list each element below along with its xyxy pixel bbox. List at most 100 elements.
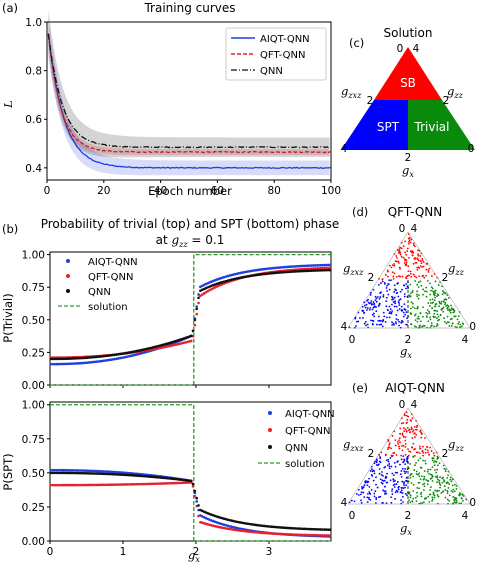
phase-point <box>413 307 416 310</box>
phase-point <box>431 496 434 499</box>
phase-point <box>382 474 384 477</box>
phase-point <box>409 272 412 275</box>
chart-c-title: Solution <box>384 26 433 40</box>
b-point-qft-qnn <box>149 482 153 486</box>
b-ytick-label: 0.75 <box>22 434 45 446</box>
chart-d-title: QFT-QNN <box>388 205 443 219</box>
phase-point <box>434 316 436 318</box>
b-point-qft-qnn <box>78 483 82 487</box>
phase-point <box>375 323 378 326</box>
phase-point <box>408 450 411 453</box>
b-point-qnn <box>315 528 319 531</box>
c-tick-bottom-right: 0 <box>468 143 475 155</box>
b-point-qnn <box>303 269 306 273</box>
b-point-qnn <box>69 471 73 475</box>
phase-point <box>442 300 445 303</box>
phase-point <box>410 301 413 304</box>
phase-point <box>427 451 430 454</box>
b-point-qnn <box>301 527 304 531</box>
phase-point <box>405 457 408 460</box>
phase-point <box>383 315 386 318</box>
phase-point <box>398 447 401 450</box>
phase-point <box>394 498 396 500</box>
phase-point <box>445 468 447 471</box>
phase-point <box>406 421 408 424</box>
phase-point <box>457 322 459 325</box>
a-xtick-label: 60 <box>211 185 224 197</box>
phase-point <box>375 306 377 308</box>
legend-bt-aiqt: AIQT-QNN <box>88 257 138 268</box>
a-band-qft-qnn <box>48 28 330 156</box>
phase-point <box>423 475 426 478</box>
phase-point <box>407 448 409 451</box>
phase-point <box>393 291 396 293</box>
b-point-aiqt-qnn <box>60 362 63 366</box>
phase-point <box>447 487 450 489</box>
chart-e-title: AIQT-QNN <box>385 381 445 395</box>
phase-point <box>405 470 408 473</box>
b-point-qft-qnn <box>286 533 290 536</box>
phase-point <box>396 461 399 463</box>
phase-point <box>397 262 400 264</box>
phase-point <box>375 476 377 479</box>
phase-point <box>388 312 391 315</box>
b-point-qnn <box>191 329 195 333</box>
phase-point <box>383 282 386 284</box>
d-tick-2l: 2 <box>368 272 375 284</box>
b-point-aiqt-qnn <box>69 468 73 472</box>
phase-point <box>411 500 414 503</box>
phase-point <box>424 451 427 454</box>
phase-point <box>406 426 409 429</box>
b-point-qnn <box>67 357 71 360</box>
phase-point <box>446 315 449 318</box>
b-point-qnn <box>100 472 104 476</box>
b-point-qnn <box>62 357 65 361</box>
legend-bt-qnn: QNN <box>88 287 111 298</box>
phase-point <box>429 468 432 471</box>
phase-point <box>444 470 447 473</box>
legend-bb-solution: solution <box>285 459 325 470</box>
phase-point <box>390 447 393 450</box>
phase-point <box>419 312 422 314</box>
b-point-qnn <box>69 357 73 360</box>
phase-point <box>391 321 393 324</box>
phase-point <box>399 298 402 301</box>
b-point-qft-qnn <box>144 482 147 486</box>
b-point-qft-qnn <box>69 483 73 487</box>
phase-point <box>444 488 447 491</box>
phase-point <box>393 263 395 265</box>
b-point-aiqt-qnn <box>323 263 326 267</box>
phase-point <box>411 291 414 293</box>
phase-point <box>367 498 370 500</box>
b-point-qnn <box>321 528 324 531</box>
phase-point <box>401 275 404 278</box>
phase-point <box>353 500 356 503</box>
phase-point <box>425 295 428 298</box>
phase-point <box>362 486 365 488</box>
phase-point <box>424 459 427 462</box>
phase-point <box>434 469 436 471</box>
panel-label-e: (e) <box>352 381 368 395</box>
phase-point <box>404 492 407 495</box>
phase-point <box>427 320 430 323</box>
phase-point <box>396 490 399 493</box>
phase-point <box>402 444 405 447</box>
phase-point <box>409 477 412 479</box>
chart-a-legend: AIQT-QNN QFT-QNN QNN <box>225 27 327 81</box>
phase-point <box>391 271 394 274</box>
phase-point <box>392 480 395 483</box>
phase-point <box>393 461 396 464</box>
b-point-qft-qnn <box>326 266 330 270</box>
phase-point <box>391 295 393 298</box>
phase-point <box>421 450 424 453</box>
phase-point <box>369 294 372 296</box>
phase-point <box>375 498 378 501</box>
phase-point <box>400 489 403 492</box>
phase-point <box>399 432 402 435</box>
chart-d <box>347 231 471 329</box>
e-tick-4l: 4 <box>341 497 348 509</box>
phase-point <box>378 496 380 499</box>
phase-point <box>446 321 449 323</box>
phase-point <box>430 325 433 327</box>
phase-point <box>454 499 456 501</box>
